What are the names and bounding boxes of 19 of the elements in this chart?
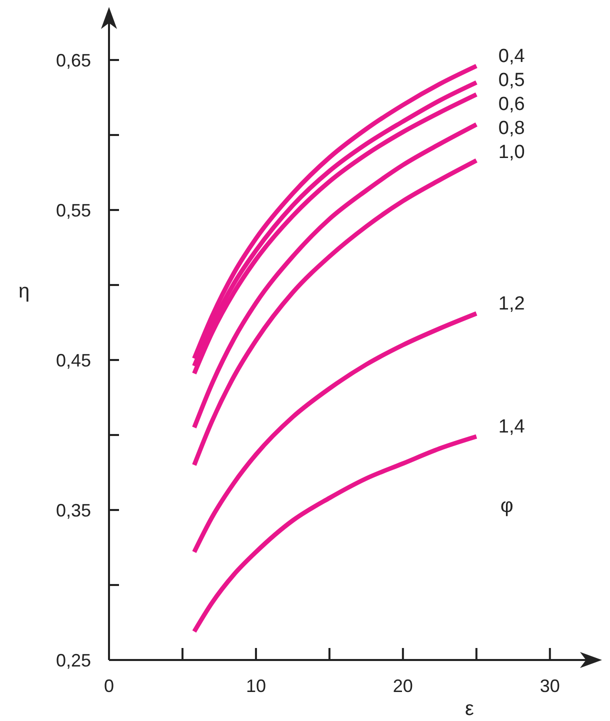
series-label: 0,6 — [498, 94, 525, 115]
legend-title: φ — [500, 495, 514, 517]
series-label: 1,4 — [498, 416, 526, 438]
x-tick-label: 20 — [392, 676, 413, 696]
series-label: 0,4 — [498, 46, 526, 67]
x-tick-label: 0 — [104, 676, 114, 696]
x-tick-label: 10 — [246, 676, 266, 696]
series-label: 0,8 — [498, 118, 525, 139]
y-tick-label: 0,35 — [56, 500, 91, 520]
x-tick-label: 30 — [540, 676, 560, 696]
series-label: 0,5 — [498, 70, 525, 91]
y-tick-label: 0,65 — [56, 50, 91, 70]
y-tick-label: 0,45 — [56, 350, 91, 370]
y-axis-title: η — [18, 280, 30, 302]
series-label: 1,2 — [498, 294, 525, 314]
y-tick-label: 0,25 — [56, 650, 91, 670]
series-label: 1,0 — [498, 142, 525, 163]
x-axis-title: ε — [464, 698, 474, 720]
y-tick-label: 0,55 — [56, 200, 91, 220]
